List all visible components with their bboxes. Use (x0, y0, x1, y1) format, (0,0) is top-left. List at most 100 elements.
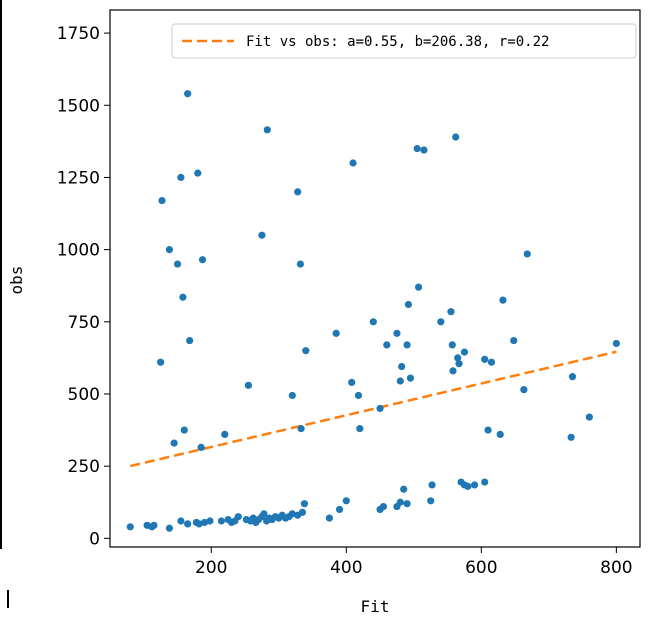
data-point (180, 426, 188, 434)
data-point (428, 481, 436, 489)
data-point (170, 439, 178, 447)
y-tick-label: 1750 (57, 24, 100, 44)
data-point (448, 341, 456, 349)
data-point (398, 362, 406, 371)
data-point (206, 517, 214, 525)
data-point (523, 250, 531, 258)
data-point (585, 413, 593, 421)
data-point (186, 336, 194, 345)
y-tick-label: 1500 (57, 96, 100, 116)
data-point (300, 500, 309, 508)
data-point (288, 510, 296, 518)
y-tick-label: 500 (68, 385, 100, 405)
data-point (173, 260, 182, 268)
data-point (510, 336, 518, 345)
data-point (396, 498, 404, 506)
data-point (197, 443, 205, 451)
data-point (126, 523, 134, 531)
data-point (158, 196, 166, 205)
data-point (244, 381, 253, 389)
data-point (294, 188, 302, 196)
data-point (376, 404, 384, 413)
data-point (348, 378, 356, 387)
x-tick-label: 600 (465, 558, 497, 578)
data-point (200, 518, 209, 527)
data-point (296, 260, 304, 268)
data-point (379, 502, 388, 511)
x-tick-label: 400 (330, 558, 362, 578)
data-point (157, 358, 165, 366)
data-point (520, 386, 528, 394)
data-point (427, 497, 435, 505)
data-point (406, 374, 415, 382)
data-point (464, 482, 472, 490)
data-point (195, 520, 203, 528)
data-point (260, 510, 268, 518)
plot-frame (109, 9, 641, 548)
data-point (470, 481, 479, 489)
data-point (437, 318, 445, 326)
data-point (393, 329, 401, 337)
y-tick-label: 750 (68, 313, 100, 333)
data-point (297, 425, 305, 433)
data-point (184, 90, 192, 98)
data-point (217, 517, 226, 525)
data-point (413, 144, 421, 153)
data-point (198, 256, 207, 264)
data-point (383, 341, 391, 349)
data-point (349, 159, 357, 167)
legend: Fit vs obs: a=0.55, b=206.38, r=0.22 (171, 23, 637, 59)
data-point (354, 391, 363, 400)
data-point (484, 426, 492, 434)
data-point (454, 354, 462, 362)
data-point (179, 293, 187, 301)
data-point (612, 339, 620, 348)
data-point (263, 126, 271, 134)
data-point (496, 430, 504, 439)
fit-line-layer (129, 350, 617, 468)
data-point (332, 329, 340, 337)
y-tick-label: 1000 (57, 241, 100, 261)
data-point (234, 513, 242, 521)
x-tick-label: 200 (195, 558, 227, 578)
data-point (302, 347, 310, 355)
data-point (325, 514, 334, 522)
data-point (449, 367, 457, 375)
data-point (342, 497, 350, 505)
data-point (194, 169, 202, 177)
data-point (481, 478, 489, 486)
x-tick-label: 800 (600, 558, 632, 578)
data-point (335, 505, 344, 514)
legend-fit-line-label: Fit vs obs: a=0.55, b=206.38, r=0.22 (246, 34, 549, 50)
data-point (481, 355, 489, 363)
data-point (447, 308, 455, 316)
data-point (487, 358, 496, 366)
data-point (356, 425, 364, 433)
data-point (499, 296, 507, 304)
data-point (221, 430, 229, 439)
data-point (403, 341, 411, 349)
y-axis-ticks: 0 250 500 750 1000 1250 1500 1750 (57, 24, 110, 549)
data-point (400, 485, 408, 493)
x-axis-label: Fit (361, 597, 390, 616)
data-point (414, 283, 423, 291)
data-point (404, 300, 413, 309)
data-point (403, 500, 411, 508)
y-axis-label: obs (7, 266, 26, 295)
y-tick-label: 250 (68, 457, 100, 477)
legend-box (171, 23, 637, 59)
y-tick-label: 1250 (57, 168, 100, 188)
data-point (165, 246, 174, 254)
data-point (567, 433, 575, 441)
y-tick-label: 0 (89, 529, 100, 549)
data-point (184, 520, 192, 528)
x-axis-ticks: 200 400 600 800 (195, 547, 633, 578)
data-point (150, 521, 158, 529)
data-point (396, 377, 404, 385)
data-point (420, 146, 428, 154)
data-points-layer (126, 90, 620, 532)
data-point (369, 318, 377, 326)
data-point (460, 348, 469, 356)
data-point (177, 173, 185, 182)
